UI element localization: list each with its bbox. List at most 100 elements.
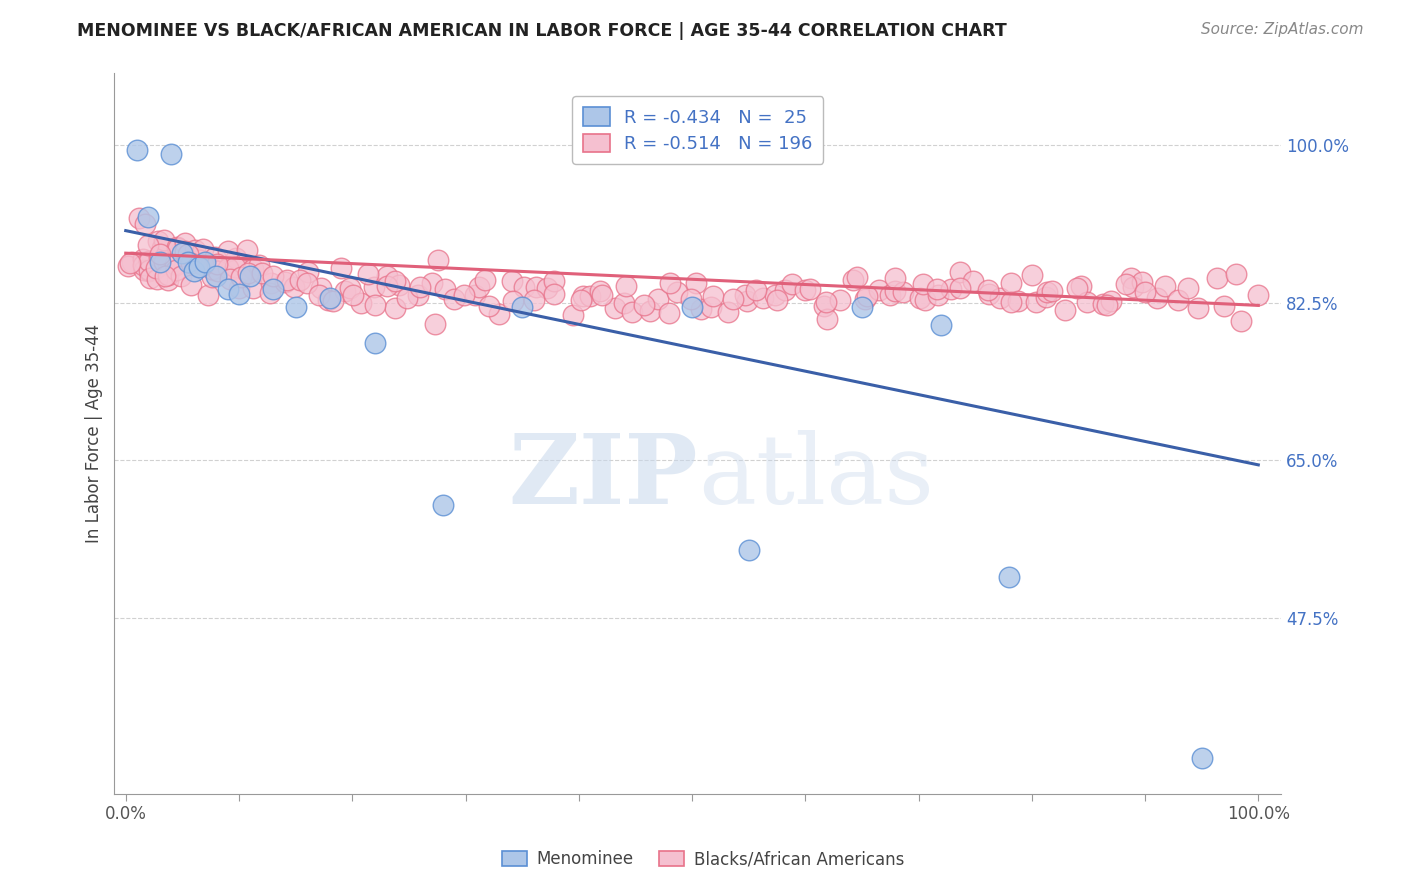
Point [125, 143, 148, 157]
Point [949, 265, 972, 279]
Point [384, 274, 406, 288]
Point [177, 247, 200, 261]
Legend: Menominee, Blacks/African Americans: Menominee, Blacks/African Americans [495, 844, 911, 875]
Point [422, 276, 444, 290]
Point [219, 271, 242, 285]
Point [236, 266, 259, 280]
Point [536, 280, 558, 294]
Point [132, 263, 155, 277]
Point [165, 257, 187, 271]
Point [700, 300, 723, 314]
Point [468, 279, 491, 293]
Point [149, 255, 172, 269]
Point [1146, 292, 1168, 306]
Point [205, 268, 228, 283]
Point [262, 269, 284, 284]
Point [1154, 279, 1177, 293]
Point [200, 259, 222, 273]
Point [1119, 270, 1142, 285]
Point [364, 336, 387, 351]
Point [205, 256, 228, 270]
Point [217, 244, 239, 258]
Point [236, 243, 259, 257]
Point [1000, 295, 1022, 310]
Point [1076, 294, 1098, 309]
Point [1000, 277, 1022, 291]
Point [224, 260, 246, 274]
Point [148, 250, 170, 264]
Point [1135, 285, 1157, 299]
Point [166, 240, 188, 254]
Point [891, 285, 914, 300]
Point [659, 276, 682, 290]
Point [128, 211, 150, 225]
Point [316, 293, 339, 307]
Point [384, 301, 406, 315]
Point [322, 294, 344, 309]
Point [259, 286, 281, 301]
Point [132, 258, 155, 272]
Point [201, 269, 224, 284]
Point [172, 246, 194, 260]
Point [1167, 293, 1189, 308]
Point [927, 288, 949, 302]
Point [884, 284, 907, 298]
Point [228, 281, 250, 295]
Point [763, 287, 786, 301]
Point [884, 271, 907, 285]
Point [120, 256, 142, 270]
Point [745, 283, 768, 297]
Point [409, 280, 432, 294]
Point [180, 278, 202, 293]
Point [364, 298, 387, 312]
Point [752, 291, 775, 305]
Y-axis label: In Labor Force | Age 35-44: In Labor Force | Age 35-44 [86, 324, 103, 543]
Point [685, 276, 707, 290]
Point [814, 294, 837, 309]
Point [1036, 285, 1059, 300]
Point [207, 264, 229, 278]
Point [250, 266, 273, 280]
Point [591, 288, 613, 302]
Point [117, 260, 139, 274]
Point [201, 263, 224, 277]
Point [561, 308, 583, 322]
Point [734, 288, 756, 302]
Point [614, 279, 637, 293]
Point [716, 305, 738, 319]
Point [1205, 270, 1227, 285]
Point [174, 235, 197, 250]
Point [318, 291, 340, 305]
Point [1187, 301, 1209, 315]
Point [242, 261, 264, 276]
Point [976, 283, 998, 297]
Point [308, 288, 330, 302]
Point [228, 286, 250, 301]
Point [188, 253, 211, 268]
Point [194, 255, 217, 269]
Point [229, 270, 252, 285]
Point [793, 284, 815, 298]
Point [132, 252, 155, 267]
Point [146, 234, 169, 248]
Point [138, 210, 160, 224]
Point [1225, 267, 1247, 281]
Point [813, 300, 835, 314]
Point [342, 288, 364, 302]
Point [329, 260, 352, 275]
Point [242, 281, 264, 295]
Point [1177, 281, 1199, 295]
Point [815, 312, 838, 326]
Point [204, 250, 226, 264]
Point [1213, 299, 1236, 313]
Point [949, 281, 972, 295]
Point [283, 280, 305, 294]
Point [1247, 288, 1270, 302]
Point [690, 301, 713, 316]
Point [145, 261, 167, 276]
Point [988, 292, 1011, 306]
Point [1035, 290, 1057, 304]
Point [681, 292, 703, 306]
Point [620, 305, 643, 319]
Point [150, 241, 173, 255]
